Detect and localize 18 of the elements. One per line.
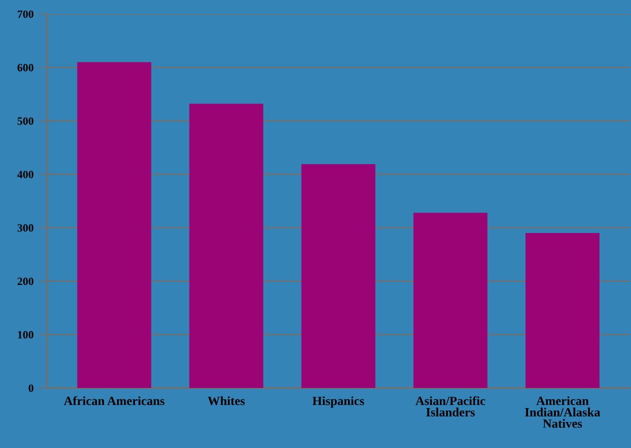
x-tick-label: Asian/Pacific Islanders — [415, 396, 486, 416]
x-tick-label: Hispanics — [312, 396, 364, 408]
y-tick-label: 300 — [18, 224, 34, 232]
x-tick-label: African Americans — [64, 396, 164, 406]
y-tick-label: 600 — [18, 64, 34, 72]
x-tick-label: American Indian/Alaska Natives — [525, 396, 600, 428]
y-tick-label: 500 — [18, 117, 34, 125]
y-tick-label: 0 — [28, 384, 34, 392]
y-tick-label: 200 — [18, 278, 34, 286]
bar — [526, 233, 600, 388]
bar — [189, 104, 264, 388]
bar — [77, 62, 152, 388]
y-tick-label: 400 — [17, 170, 34, 178]
y-tick-label: 100 — [18, 331, 34, 339]
bar — [413, 212, 488, 388]
bar — [301, 164, 376, 388]
x-tick-label: Whites — [208, 396, 245, 406]
y-tick-label: 700 — [18, 10, 34, 18]
